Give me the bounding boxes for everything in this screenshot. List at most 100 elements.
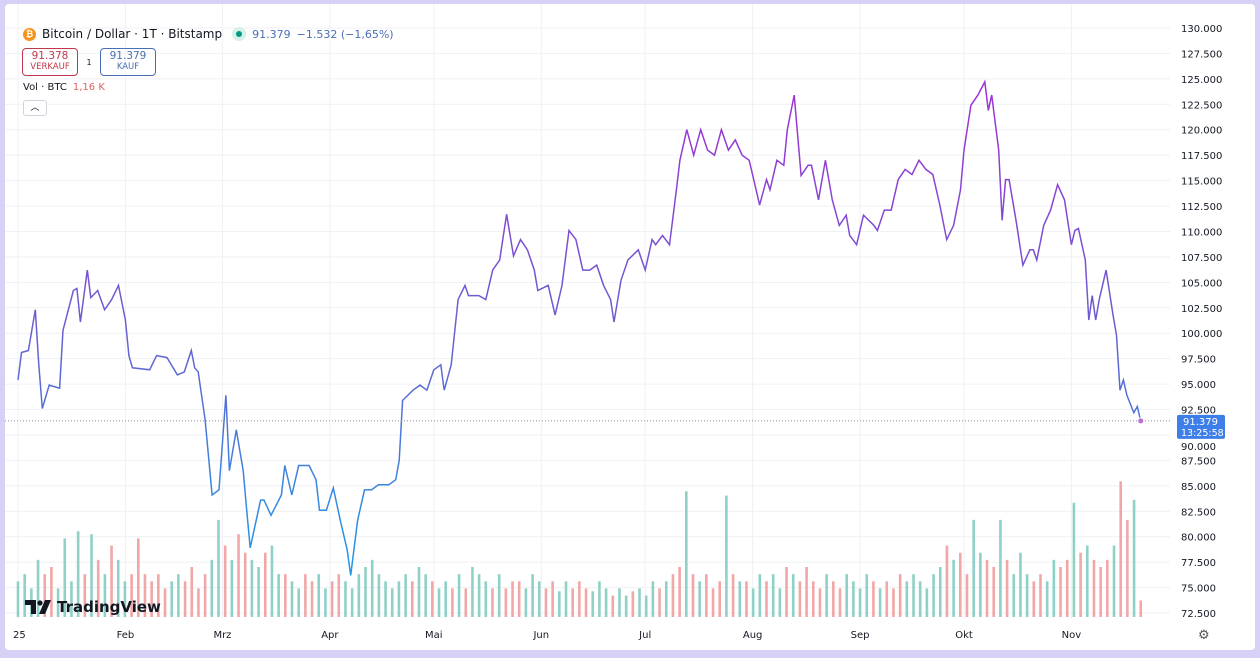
volume-bar	[604, 588, 608, 617]
symbol-title[interactable]: Bitcoin / Dollar · 1T · Bitstamp	[42, 27, 223, 41]
volume-bar	[243, 552, 247, 617]
volume-bar	[872, 581, 875, 617]
volume-bar	[1039, 574, 1042, 617]
volume-bar	[798, 581, 802, 617]
volume-bar	[110, 545, 113, 617]
volume-bar	[56, 588, 60, 617]
y-tick-label: 110.000	[1181, 227, 1222, 238]
y-tick-label: 82.500	[1181, 507, 1216, 518]
volume-bar	[36, 559, 40, 617]
volume-bar	[150, 581, 153, 617]
x-tick-label: 25	[13, 630, 26, 641]
volume-bar	[738, 581, 742, 617]
volume-bar	[404, 574, 407, 617]
volume-bar	[638, 588, 641, 617]
volume-bar	[16, 581, 20, 617]
volume-bar	[785, 567, 788, 617]
volume-bar	[76, 531, 80, 617]
spread: 1	[86, 57, 92, 67]
volume-bar	[925, 588, 929, 617]
sell-price: 91.378	[31, 50, 69, 62]
buy-label: KAUF	[116, 62, 140, 72]
y-tick-label: 107.500	[1181, 253, 1222, 264]
volume-bar	[1059, 567, 1062, 617]
volume-bar	[344, 581, 347, 617]
volume-bar	[43, 574, 47, 617]
volume-bar	[1012, 574, 1016, 617]
x-tick-label: Okt	[955, 630, 973, 641]
volume-bar	[90, 534, 93, 617]
volume-bar	[23, 574, 26, 617]
volume-bar	[725, 495, 728, 617]
volume-bar	[965, 574, 969, 617]
volume-bar	[504, 588, 508, 617]
y-tick-label: 127.500	[1181, 49, 1222, 60]
volume-bar	[377, 574, 381, 617]
x-tick-label: Sep	[851, 630, 870, 641]
price-tag-value: 91.379	[1183, 417, 1218, 428]
volume-bar	[497, 574, 501, 617]
volume-bar	[745, 581, 748, 617]
sell-button[interactable]: 91.378 VERKAUF	[22, 48, 78, 76]
chart-frame: 72.500 75.000 77.500 80.000 82.500 85.000 87.5…	[5, 4, 1255, 650]
volume-bar	[1065, 559, 1069, 617]
volume-bar	[671, 574, 675, 617]
volume-bar	[1092, 559, 1096, 617]
volume-bar	[558, 591, 561, 617]
volume-bar	[932, 574, 935, 617]
volume-bar	[1052, 559, 1056, 617]
last-price-marker	[1137, 417, 1145, 425]
volume-bar	[524, 588, 528, 617]
volume-bar	[1126, 519, 1129, 617]
volume-bar	[337, 574, 341, 617]
chevron-up-icon[interactable]: ︿	[23, 100, 47, 116]
volume-bar	[952, 559, 955, 617]
volume-bar	[143, 574, 147, 617]
volume-bar	[1099, 567, 1102, 617]
y-tick-label: 87.500	[1181, 456, 1216, 467]
volume-bar	[451, 588, 454, 617]
volume-bar	[571, 588, 574, 617]
y-tick-label: 112.500	[1181, 202, 1222, 213]
volume-bar	[578, 581, 581, 617]
volume-bar	[223, 545, 227, 617]
x-tick-label: Apr	[321, 630, 339, 641]
volume-bar	[691, 574, 695, 617]
volume-bar	[270, 545, 274, 617]
x-tick-label: Mai	[425, 630, 443, 641]
volume-bar	[457, 574, 461, 617]
volume-bar	[1005, 559, 1009, 617]
volume-bar	[718, 581, 722, 617]
volume-bar	[531, 574, 534, 617]
volume-bar	[444, 581, 448, 617]
price-chart[interactable]: 72.500 75.000 77.500 80.000 82.500 85.000 87.5…	[5, 4, 1255, 650]
tradingview-logo[interactable]: TradingView	[25, 598, 161, 616]
sell-label: VERKAUF	[30, 62, 70, 72]
volume-bar	[437, 588, 441, 617]
buy-button[interactable]: 91.379 KAUF	[100, 48, 156, 76]
x-tick-label: Jun	[532, 630, 549, 641]
y-tick-label: 130.000	[1181, 24, 1222, 35]
x-tick-label: Mrz	[213, 630, 231, 641]
volume-bar	[892, 588, 895, 617]
volume-bar	[83, 574, 87, 617]
volume-bar	[130, 574, 133, 617]
volume-bar	[698, 581, 701, 617]
x-tick-label: Aug	[743, 630, 763, 641]
volume-bar	[878, 588, 882, 617]
y-tick-label: 120.000	[1181, 126, 1222, 137]
volume-bar	[825, 574, 828, 617]
volume-bar	[63, 538, 67, 617]
volume-bar	[511, 581, 514, 617]
gear-icon[interactable]: ⚙	[1198, 628, 1210, 643]
volume-legend: Vol · BTC 1,16 K	[23, 82, 105, 93]
volume-bar	[959, 552, 962, 617]
volume-bar	[711, 588, 715, 617]
logo-text: TradingView	[57, 598, 161, 616]
volume-bar	[491, 588, 494, 617]
volume-bar	[898, 574, 902, 617]
volume-bar	[163, 588, 167, 617]
volume-bar	[471, 567, 474, 617]
price-change: −1.532 (−1,65%)	[296, 27, 394, 41]
y-tick-label: 92.500	[1181, 406, 1216, 417]
